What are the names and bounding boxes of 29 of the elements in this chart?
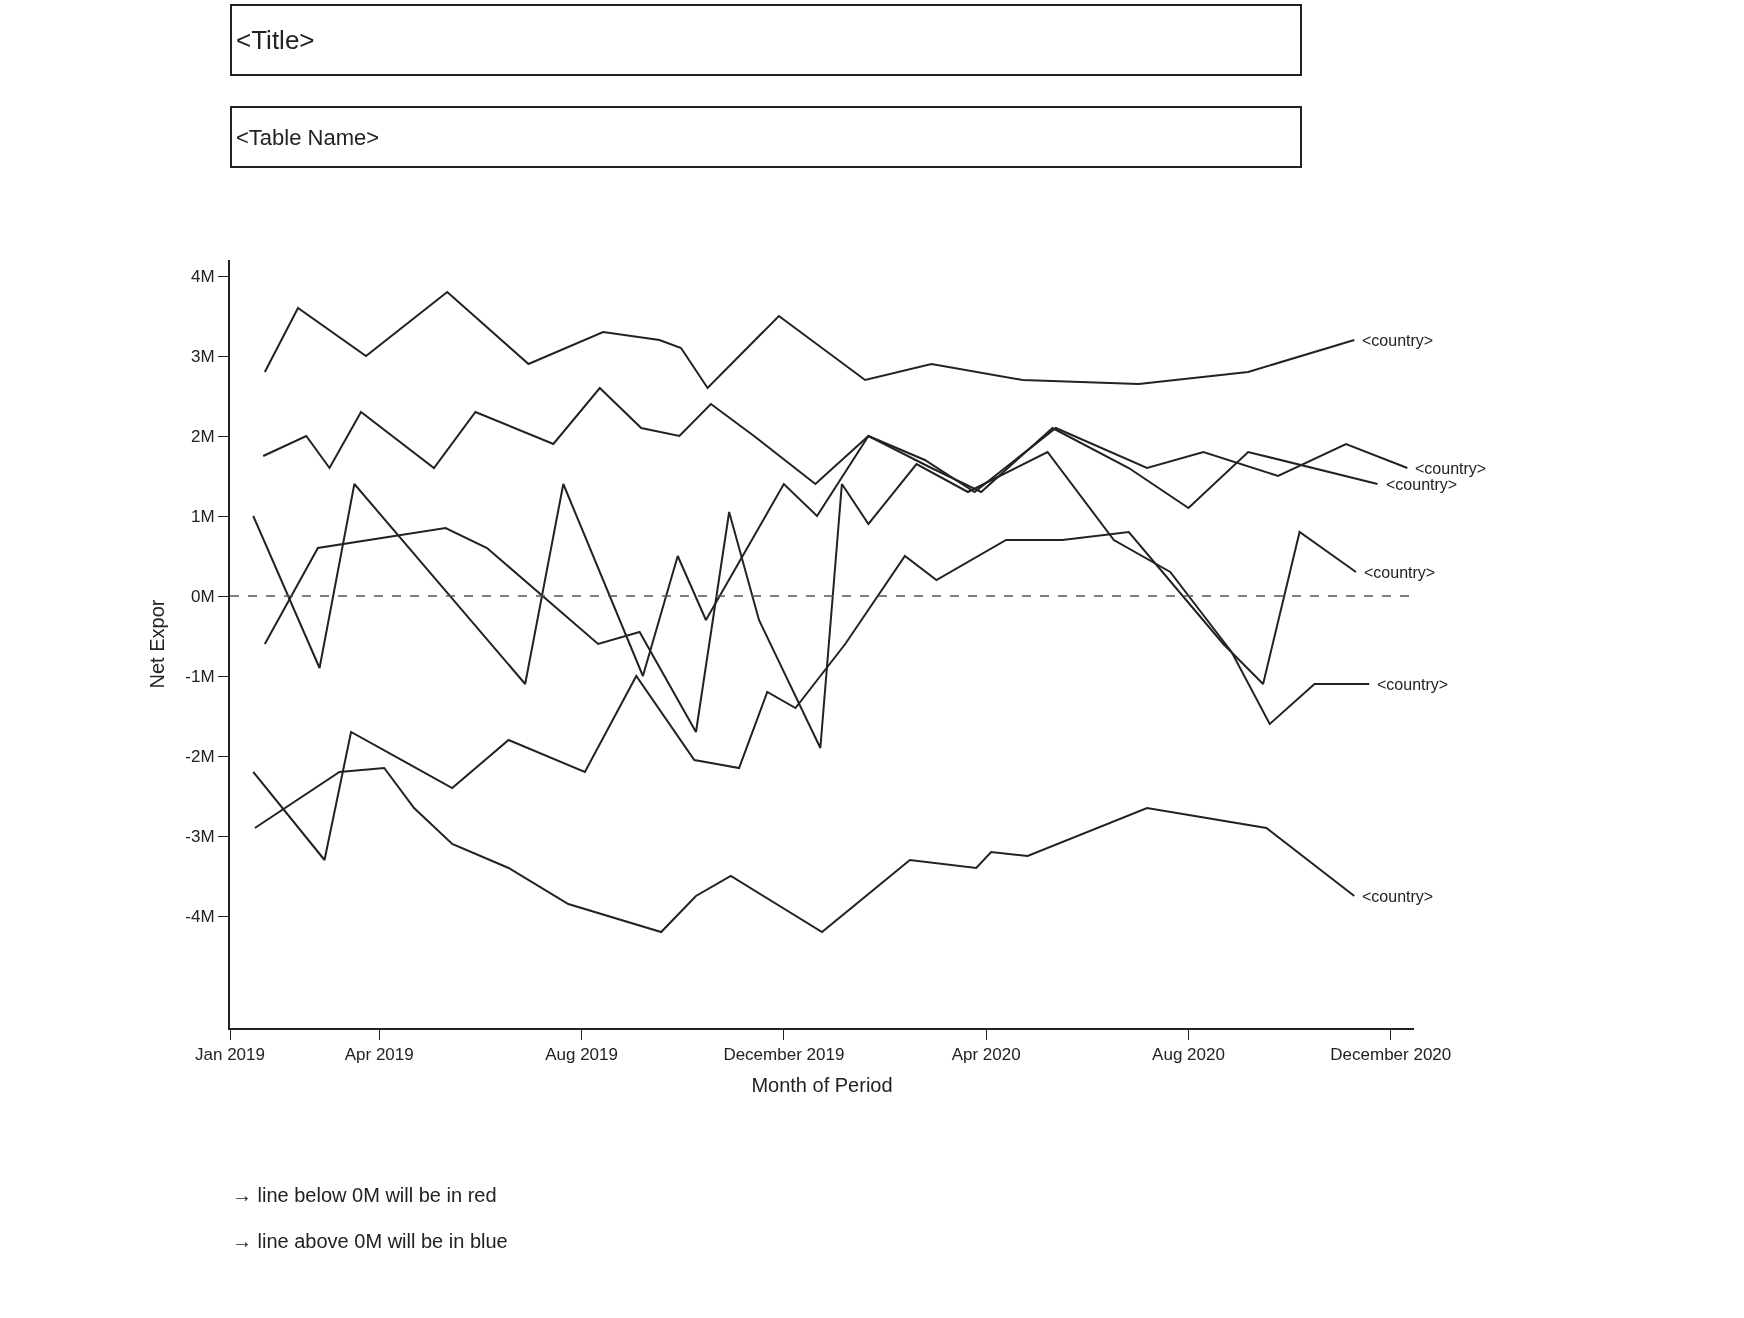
y-tick-label: -1M [185, 666, 215, 686]
y-tick-label: -4M [185, 906, 215, 926]
series-label: <country> [1386, 476, 1458, 493]
y-tick-label: 0M [190, 586, 215, 606]
text: → line below 0M will be in red [232, 1184, 497, 1206]
y-tick-label: 1M [190, 506, 215, 526]
line-series [263, 291, 1356, 389]
y-tick-label: -3M [185, 826, 215, 846]
chart-subtitle: <Table Name> [236, 124, 380, 150]
y-tick-label: -2M [185, 746, 215, 766]
x-tick-label: December 2019 [723, 1045, 845, 1065]
x-tick-label: December 2020 [1330, 1045, 1452, 1065]
x-axis-title: Month of Period [751, 1074, 893, 1097]
x-tick-label: Jan 2019 [195, 1045, 265, 1065]
y-tick-label: 2M [190, 426, 215, 446]
series-label: <country> [1362, 888, 1434, 905]
y-axis-title: Net Expor [146, 599, 169, 689]
series-label: <country> [1364, 564, 1436, 581]
series-label: <country> [1377, 676, 1449, 693]
x-tick-label: Apr 2019 [344, 1045, 414, 1065]
y-tick-label: 4M [190, 266, 215, 286]
x-tick-label: Apr 2020 [951, 1045, 1021, 1065]
x-tick-label: Aug 2019 [545, 1045, 618, 1065]
chart-title: <Title> [236, 25, 315, 55]
series-label: <country> [1415, 460, 1487, 477]
series-label: <country> [1362, 332, 1434, 349]
x-tick-label: Aug 2020 [1152, 1045, 1225, 1065]
text: → line above 0M will be in blue [232, 1230, 508, 1252]
y-tick-label: 3M [190, 346, 215, 366]
